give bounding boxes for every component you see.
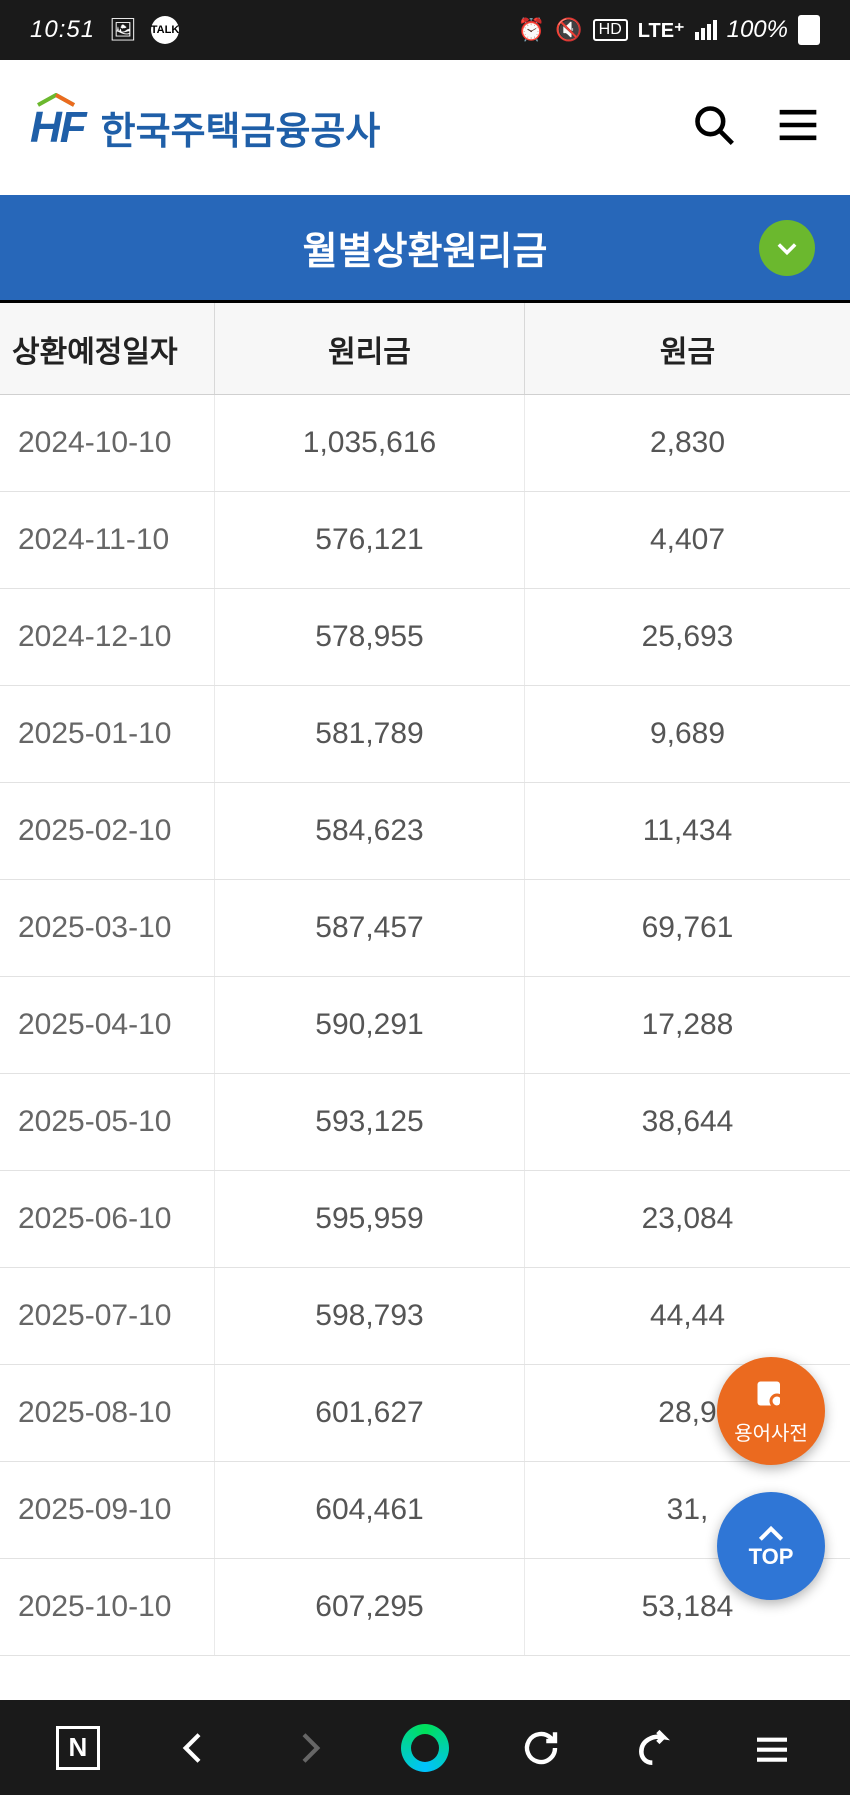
cell-amount2: 38,644	[525, 1074, 850, 1170]
cell-date: 2024-10-10	[0, 395, 215, 491]
cell-date: 2025-06-10	[0, 1171, 215, 1267]
cell-amount2: 9,689	[525, 686, 850, 782]
table-row: 2025-03-10587,45769,761	[0, 880, 850, 977]
table-row: 2025-06-10595,95923,084	[0, 1171, 850, 1268]
cell-date: 2025-04-10	[0, 977, 215, 1073]
battery-text: 100%	[727, 16, 788, 44]
hd-icon: HD	[593, 19, 628, 41]
app-header: HF 한국주택금융공사	[0, 60, 850, 195]
cell-amount1: 578,955	[215, 589, 525, 685]
logo[interactable]: HF 한국주택금융공사	[30, 100, 380, 155]
status-time: 10:51	[30, 16, 95, 44]
cell-amount1: 598,793	[215, 1268, 525, 1364]
cell-amount2: 11,434	[525, 783, 850, 879]
cell-date: 2025-07-10	[0, 1268, 215, 1364]
cell-date: 2025-10-10	[0, 1559, 215, 1655]
tabs-button[interactable]	[745, 1721, 799, 1775]
cell-amount2: 4,407	[525, 492, 850, 588]
cell-amount1: 601,627	[215, 1365, 525, 1461]
cell-date: 2024-12-10	[0, 589, 215, 685]
table-row: 2024-10-101,035,6162,830	[0, 395, 850, 492]
chevron-up-icon	[755, 1522, 787, 1546]
cell-amount1: 581,789	[215, 686, 525, 782]
cell-amount2: 25,693	[525, 589, 850, 685]
gallery-icon: 🖼	[109, 17, 137, 43]
cell-amount2: 69,761	[525, 880, 850, 976]
table-row: 2025-04-10590,29117,288	[0, 977, 850, 1074]
book-search-icon	[751, 1377, 791, 1413]
table-row: 2024-12-10578,95525,693	[0, 589, 850, 686]
expand-button[interactable]	[759, 220, 815, 276]
cell-amount1: 576,121	[215, 492, 525, 588]
table-row: 2024-11-10576,1214,407	[0, 492, 850, 589]
logo-text: 한국주택금융공사	[101, 100, 381, 155]
refresh-button[interactable]	[514, 1721, 568, 1775]
table-row: 2025-05-10593,12538,644	[0, 1074, 850, 1171]
back-button[interactable]	[167, 1721, 221, 1775]
cell-amount1: 604,461	[215, 1462, 525, 1558]
header-actions	[692, 103, 820, 152]
cell-amount2: 17,288	[525, 977, 850, 1073]
section-band: 월별상환원리금	[0, 195, 850, 300]
cell-date: 2025-05-10	[0, 1074, 215, 1170]
alarm-icon: ⏰	[518, 17, 545, 43]
browser-bar: N	[0, 1700, 850, 1795]
cell-date: 2025-09-10	[0, 1462, 215, 1558]
cell-date: 2025-02-10	[0, 783, 215, 879]
menu-icon[interactable]	[776, 103, 820, 152]
dictionary-label: 용어사전	[734, 1417, 808, 1446]
cell-amount2: 23,084	[525, 1171, 850, 1267]
cell-amount2: 2,830	[525, 395, 850, 491]
th-amount2: 원금	[525, 303, 850, 394]
cell-date: 2025-01-10	[0, 686, 215, 782]
section-title: 월별상환원리금	[303, 220, 548, 275]
scroll-top-fab[interactable]: TOP	[717, 1492, 825, 1600]
cell-date: 2025-03-10	[0, 880, 215, 976]
logo-mark: HF	[30, 103, 85, 153]
top-label: TOP	[749, 1544, 794, 1570]
payment-table: 상환예정일자 원리금 원금 2024-10-101,035,6162,83020…	[0, 300, 850, 1656]
lte-icon: LTE⁺	[638, 18, 685, 43]
cell-date: 2025-08-10	[0, 1365, 215, 1461]
th-date: 상환예정일자	[0, 303, 215, 394]
status-bar: 10:51 🖼 TALK ⏰ 🔇 HD LTE⁺ 100%	[0, 0, 850, 60]
search-icon[interactable]	[692, 103, 736, 152]
logo-prefix: HF	[30, 103, 85, 152]
talk-icon: TALK	[151, 16, 179, 44]
share-button[interactable]	[629, 1721, 683, 1775]
cell-amount1: 584,623	[215, 783, 525, 879]
naver-button[interactable]: N	[51, 1721, 105, 1775]
th-amount1: 원리금	[215, 303, 525, 394]
table-header: 상환예정일자 원리금 원금	[0, 300, 850, 395]
cell-amount1: 593,125	[215, 1074, 525, 1170]
home-button[interactable]	[398, 1721, 452, 1775]
table-row: 2025-02-10584,62311,434	[0, 783, 850, 880]
status-right: ⏰ 🔇 HD LTE⁺ 100%	[518, 15, 820, 45]
mute-icon: 🔇	[555, 17, 582, 43]
cell-amount1: 590,291	[215, 977, 525, 1073]
battery-icon	[798, 15, 820, 45]
cell-amount1: 607,295	[215, 1559, 525, 1655]
signal-icon	[695, 20, 717, 40]
cell-amount1: 587,457	[215, 880, 525, 976]
table-row: 2025-01-10581,7899,689	[0, 686, 850, 783]
forward-button[interactable]	[282, 1721, 336, 1775]
dictionary-fab[interactable]: 용어사전	[717, 1357, 825, 1465]
cell-amount2: 44,44	[525, 1268, 850, 1364]
status-left: 10:51 🖼 TALK	[30, 16, 179, 44]
cell-amount1: 595,959	[215, 1171, 525, 1267]
table-row: 2025-10-10607,29553,184	[0, 1559, 850, 1656]
table-row: 2025-07-10598,79344,44	[0, 1268, 850, 1365]
cell-date: 2024-11-10	[0, 492, 215, 588]
table-body: 2024-10-101,035,6162,8302024-11-10576,12…	[0, 395, 850, 1656]
cell-amount1: 1,035,616	[215, 395, 525, 491]
